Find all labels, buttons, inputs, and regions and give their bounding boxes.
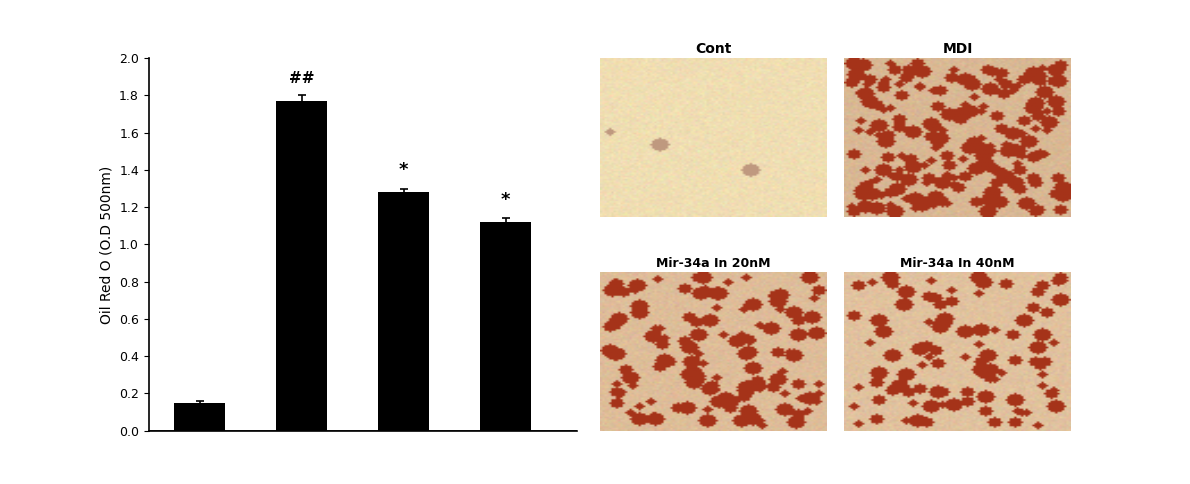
Text: *: *	[501, 191, 511, 209]
Title: MDI: MDI	[942, 42, 973, 56]
Bar	[174, 403, 225, 431]
Bar	[378, 192, 430, 431]
Title: Mir-34a In 40nM: Mir-34a In 40nM	[901, 257, 1015, 270]
Title: Cont: Cont	[695, 42, 731, 56]
Bar	[276, 101, 327, 431]
Text: ##: ##	[289, 71, 314, 86]
Title: Mir-34a In 20nM: Mir-34a In 20nM	[656, 257, 770, 270]
Y-axis label: Oil Red O (O.D 500nm): Oil Red O (O.D 500nm)	[100, 166, 113, 323]
Text: *: *	[399, 161, 408, 179]
Bar	[481, 222, 531, 431]
